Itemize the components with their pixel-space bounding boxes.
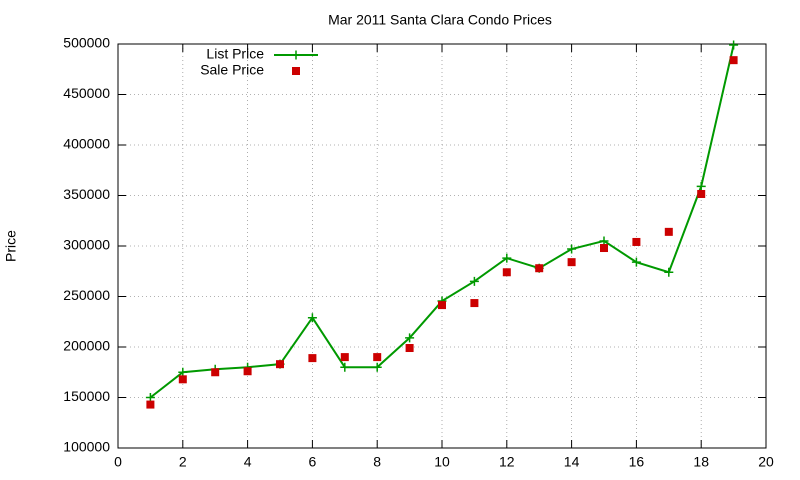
point-marker xyxy=(729,56,738,65)
x-tick-label: 16 xyxy=(629,454,645,470)
point-marker xyxy=(178,375,187,384)
chart-title: Mar 2011 Santa Clara Condo Prices xyxy=(328,12,552,28)
point-marker xyxy=(438,301,446,310)
x-tick-label: 20 xyxy=(758,454,774,470)
point-marker xyxy=(243,367,252,376)
point-marker xyxy=(664,267,674,277)
point-marker xyxy=(178,367,188,377)
point-marker xyxy=(308,354,317,363)
point-marker xyxy=(502,268,511,277)
point-marker xyxy=(372,362,382,372)
legend-label: List Price xyxy=(206,46,264,62)
point-marker xyxy=(729,40,739,50)
y-tick-label: 400000 xyxy=(63,136,110,152)
point-marker xyxy=(470,299,479,308)
point-marker xyxy=(340,362,350,372)
point-marker xyxy=(664,227,673,236)
point-marker xyxy=(276,360,284,369)
point-marker xyxy=(502,253,512,263)
x-tick-label: 2 xyxy=(179,454,187,470)
point-marker xyxy=(145,393,155,402)
point-marker xyxy=(600,244,608,253)
y-tick-label: 500000 xyxy=(63,35,110,51)
legend-swatch xyxy=(292,67,300,75)
y-tick-label: 350000 xyxy=(63,186,110,202)
x-tick-label: 0 xyxy=(114,454,122,470)
legend-label: Sale Price xyxy=(200,62,264,78)
x-tick-label: 10 xyxy=(434,454,450,470)
point-marker xyxy=(307,313,317,323)
point-marker xyxy=(405,333,415,343)
point-marker xyxy=(599,236,609,246)
y-tick-label: 150000 xyxy=(63,388,110,404)
x-tick-label: 18 xyxy=(693,454,709,470)
point-marker xyxy=(631,257,641,267)
point-marker xyxy=(373,353,382,362)
legend-swatch xyxy=(291,50,301,60)
point-marker xyxy=(632,237,641,246)
point-marker xyxy=(567,244,577,254)
point-marker xyxy=(146,400,155,409)
y-tick-label: 300000 xyxy=(63,237,110,253)
point-marker xyxy=(696,181,706,191)
point-marker xyxy=(567,258,576,267)
point-marker xyxy=(405,344,414,353)
y-axis-label: Price xyxy=(3,230,19,262)
y-tick-label: 250000 xyxy=(63,287,110,303)
y-tick-label: 200000 xyxy=(63,338,110,354)
point-marker xyxy=(535,264,544,273)
x-tick-label: 4 xyxy=(244,454,252,470)
point-marker xyxy=(697,189,706,198)
x-tick-label: 6 xyxy=(309,454,317,470)
point-marker xyxy=(469,276,479,286)
x-tick-label: 14 xyxy=(564,454,580,470)
point-marker xyxy=(340,353,349,362)
x-tick-label: 12 xyxy=(499,454,515,470)
point-marker xyxy=(211,368,220,377)
y-tick-label: 450000 xyxy=(63,85,110,101)
x-tick-label: 8 xyxy=(373,454,381,470)
y-tick-label: 100000 xyxy=(63,439,110,455)
plot-frame xyxy=(117,43,767,449)
